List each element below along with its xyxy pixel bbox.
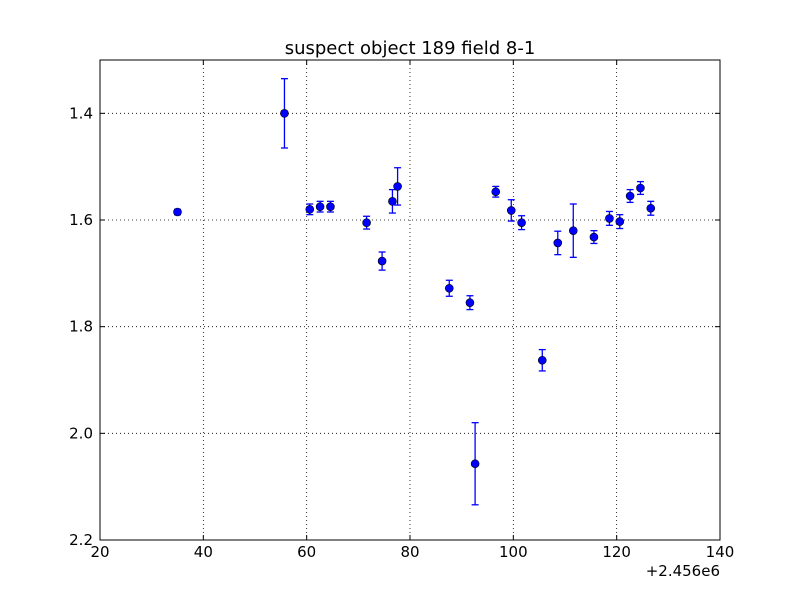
marker <box>625 191 635 201</box>
data-point <box>362 215 371 230</box>
data-point <box>393 167 402 206</box>
data-point <box>646 200 656 216</box>
data-point <box>465 295 475 311</box>
data-point <box>625 188 635 204</box>
x-tick-label: 140 <box>706 543 735 561</box>
marker <box>305 205 315 214</box>
x-tick-label: 120 <box>602 543 631 561</box>
marker <box>326 202 335 211</box>
data-point <box>553 230 563 256</box>
marker <box>517 218 526 227</box>
marker <box>280 109 289 118</box>
x-tick-label: 40 <box>194 543 213 561</box>
marker <box>553 238 563 248</box>
marker <box>646 203 656 213</box>
x-tick-label: 80 <box>400 543 419 561</box>
data-point <box>377 251 387 271</box>
marker <box>589 232 599 242</box>
marker <box>444 283 454 293</box>
marker <box>393 182 402 191</box>
y-tick-label: 1.6 <box>69 211 93 229</box>
marker <box>465 298 475 307</box>
data-point <box>537 348 547 372</box>
data-point <box>605 210 614 226</box>
data-point <box>315 200 325 213</box>
data-point <box>506 199 516 222</box>
data-layer <box>173 78 656 506</box>
data-point <box>173 207 182 217</box>
marker <box>388 197 397 206</box>
data-point <box>388 188 397 214</box>
marker <box>491 187 501 197</box>
marker <box>362 218 371 227</box>
y-tick-label: 1.8 <box>69 318 93 336</box>
marker <box>506 206 516 215</box>
data-point <box>326 200 335 213</box>
marker <box>377 256 387 266</box>
marker <box>315 202 325 211</box>
x-tick-label: 60 <box>297 543 316 561</box>
marker <box>470 459 480 469</box>
grid-lines <box>100 60 720 540</box>
data-point <box>491 185 501 198</box>
marker <box>615 217 625 226</box>
y-tick-label: 2.0 <box>69 424 93 442</box>
marker <box>605 214 614 223</box>
data-point <box>280 78 289 149</box>
data-point <box>589 230 599 245</box>
data-point <box>636 180 645 196</box>
marker <box>173 207 182 217</box>
x-tick-label: 100 <box>499 543 528 561</box>
marker <box>537 355 547 365</box>
marker <box>568 226 578 235</box>
chart-title: suspect object 189 field 8-1 <box>285 38 536 59</box>
data-point <box>305 203 315 216</box>
marker <box>636 183 645 193</box>
data-point <box>615 214 625 230</box>
data-point <box>470 422 480 506</box>
data-point <box>444 279 454 297</box>
data-point <box>517 215 526 231</box>
y-tick-label: 1.4 <box>69 104 93 122</box>
x-offset-label: +2.456e6 <box>646 562 720 580</box>
x-tick-label: 20 <box>90 543 109 561</box>
data-point <box>568 203 578 258</box>
axis-ticks: 20 40 60 80 100 120 140 1.4 1.6 1.8 2.0 2.2 <box>69 60 734 561</box>
y-tick-label: 2.2 <box>69 531 93 549</box>
